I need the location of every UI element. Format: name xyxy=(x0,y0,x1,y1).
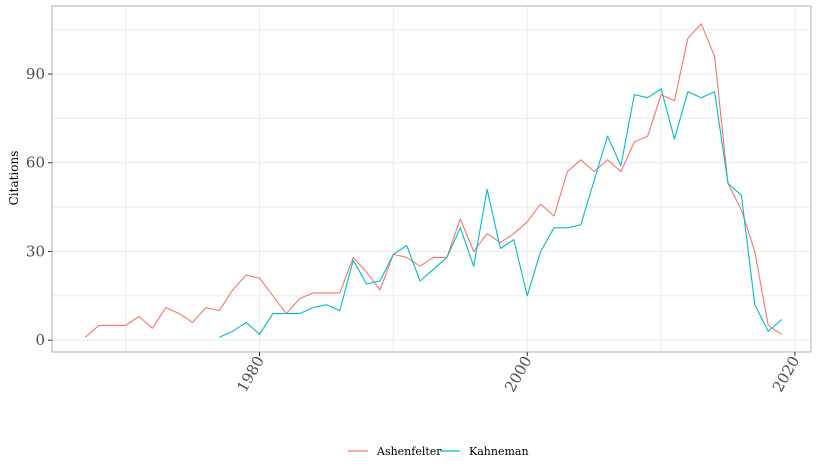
y-axis: 0 30 60 90 xyxy=(26,65,52,349)
legend-item-kahneman: Kahneman xyxy=(440,445,529,458)
x-tick-label: 2020 xyxy=(769,353,804,395)
y-tick-label: 0 xyxy=(35,331,45,349)
x-tick-label: 2000 xyxy=(501,353,536,395)
x-axis: 1980 2000 2020 xyxy=(233,352,803,395)
y-tick-label: 90 xyxy=(26,65,45,83)
legend: Ashenfelter Kahneman xyxy=(348,445,529,458)
series-line-ashenfelter xyxy=(85,23,782,338)
x-tick-label: 1980 xyxy=(233,353,268,395)
legend-item-ashenfelter: Ashenfelter xyxy=(348,445,442,458)
y-tick-label: 60 xyxy=(26,154,45,172)
grid xyxy=(52,6,811,352)
legend-label: Ashenfelter xyxy=(376,445,442,458)
plot-panel xyxy=(51,5,812,353)
series-lines xyxy=(85,23,782,338)
legend-label: Kahneman xyxy=(469,445,529,458)
series-line-kahneman xyxy=(219,88,782,338)
y-tick-label: 30 xyxy=(26,242,45,260)
y-axis-title: Citations xyxy=(7,151,21,206)
